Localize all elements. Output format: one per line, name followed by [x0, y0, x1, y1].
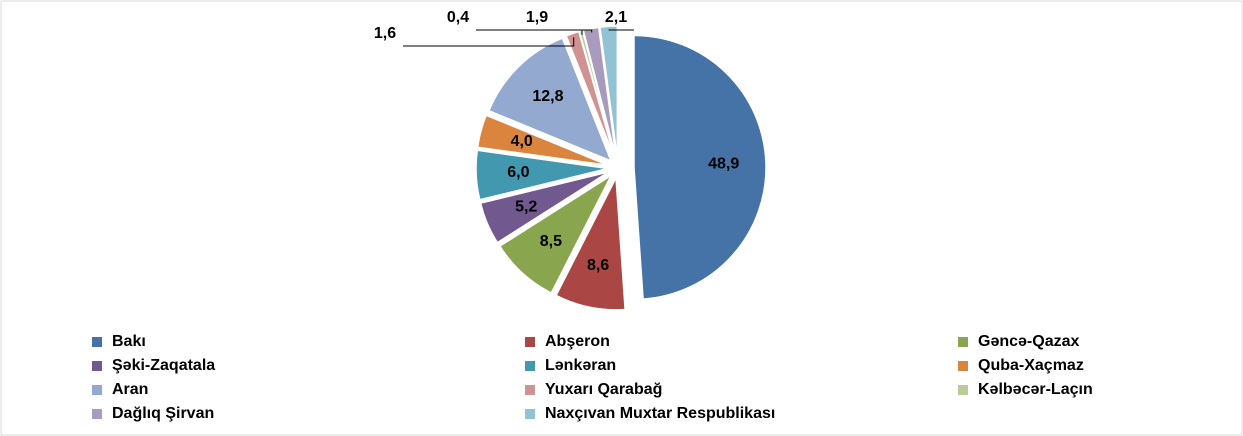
legend-label: Şəki-Zaqatala: [112, 357, 215, 374]
legend-swatch: [92, 337, 102, 347]
pie-slice: [633, 34, 767, 300]
data-label: 5,2: [515, 198, 537, 215]
legend-label: Bakı: [112, 333, 146, 350]
legend-swatch: [958, 361, 968, 371]
data-label: 2,1: [605, 9, 627, 26]
data-label: 12,8: [532, 88, 563, 105]
data-label: 8,5: [540, 233, 562, 250]
legend-label: Kəlbəcər-Laçın: [978, 381, 1093, 398]
pie-slice: [498, 173, 614, 295]
data-label: 1,9: [526, 9, 548, 26]
pie-slice: [479, 171, 610, 244]
data-label: 6,0: [507, 164, 529, 181]
legend-swatch: [92, 361, 102, 371]
pie-slice: [599, 25, 619, 159]
data-label: 1,6: [374, 25, 396, 42]
legend-swatch: [525, 409, 535, 419]
legend-label: Lənkəran: [545, 357, 616, 374]
legend-label: Abşeron: [545, 333, 610, 350]
data-label: 4,0: [511, 133, 533, 150]
pie-slice: [476, 114, 609, 167]
data-label: 8,6: [587, 257, 609, 274]
legend-swatch: [92, 409, 102, 419]
legend-label: Naxçıvan Muxtar Respublikası: [545, 405, 775, 422]
legend-swatch: [958, 385, 968, 395]
legend-label: Aran: [112, 381, 148, 398]
pie-slice: [475, 149, 609, 201]
legend-swatch: [525, 385, 535, 395]
legend-label: Gəncə-Qazax: [978, 333, 1079, 350]
pie-slice: [555, 175, 626, 311]
legend-swatch: [92, 385, 102, 395]
legend-swatch: [958, 337, 968, 347]
legend-label: Quba-Xaçmaz: [978, 357, 1084, 374]
data-label: 48,9: [708, 156, 739, 173]
legend-swatch: [525, 361, 535, 371]
legend-label: Yuxarı Qarabağ: [545, 381, 662, 398]
legend-label: Dağlıq Şirvan: [112, 405, 214, 422]
leader-line: [555, 29, 593, 33]
pie-slice: [487, 37, 613, 163]
legend-swatch: [525, 337, 535, 347]
data-label: 0,4: [447, 9, 469, 26]
leader-line: [403, 37, 575, 47]
